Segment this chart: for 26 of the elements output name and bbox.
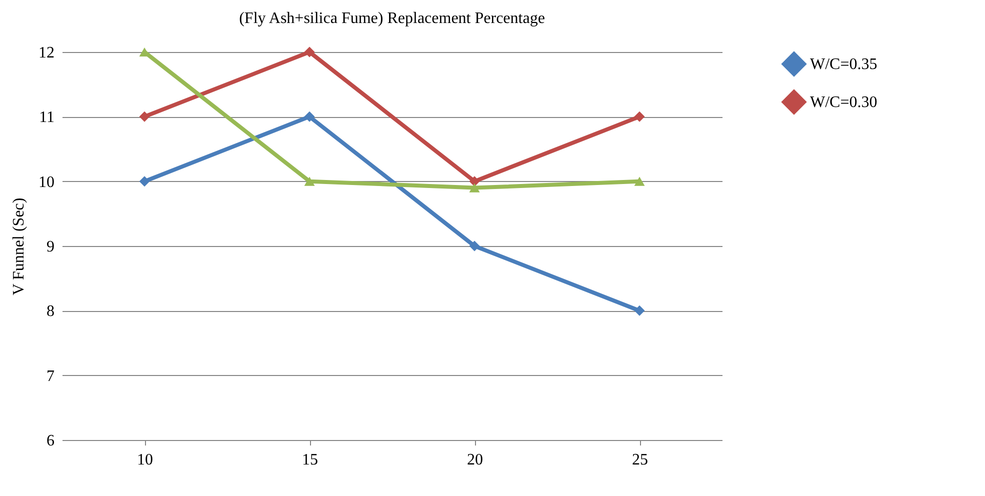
point	[304, 111, 315, 122]
y-tick-label: 6	[46, 432, 54, 450]
point	[139, 176, 150, 187]
y-tick-label: 11	[39, 109, 54, 126]
point	[304, 46, 315, 58]
point	[139, 111, 150, 122]
y-tick-label: 9	[46, 238, 54, 256]
point	[634, 111, 645, 122]
chart-title: (Fly Ash+silica Fume) Replacement Percentage	[239, 10, 545, 27]
y-tick-label: 10	[38, 174, 54, 191]
point	[469, 176, 480, 187]
y-axis-title: V Funnel (Sec)	[10, 198, 28, 296]
point	[634, 305, 645, 316]
point	[634, 176, 645, 186]
y-tick-label: 8	[46, 303, 54, 320]
y-tick-label: 12	[38, 44, 54, 62]
x-tick-label: 15	[302, 452, 318, 468]
y-tick-label: 7	[46, 368, 54, 385]
point	[469, 183, 480, 192]
x-tick-label: 25	[632, 452, 648, 468]
x-tick-label: 20	[467, 452, 483, 468]
x-tick-label: 10	[137, 452, 153, 468]
legend-label: W/C=0.30	[810, 94, 878, 111]
point	[469, 240, 480, 252]
point	[304, 176, 315, 186]
legend-label: W/C=0.35	[810, 56, 878, 73]
